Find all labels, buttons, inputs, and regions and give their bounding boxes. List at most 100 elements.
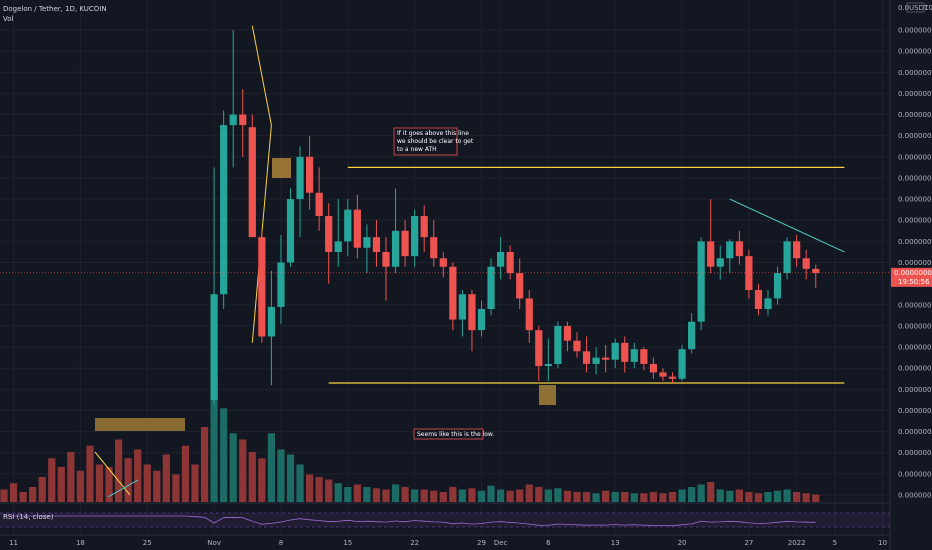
volume-bar <box>315 477 323 502</box>
price-tick-label: 0.00000001000 <box>898 386 932 394</box>
volume-bar <box>688 487 696 502</box>
candle-body <box>220 125 228 295</box>
volume-bar <box>764 492 772 502</box>
price-tick-label: 0.00000000600 <box>898 470 932 478</box>
time-tick-label: 20 <box>678 539 687 547</box>
volume-bar <box>19 492 27 502</box>
candle-body <box>306 156 314 193</box>
price-tick-label: 0.00000000700 <box>898 449 932 457</box>
time-axis-ticks: 11 18 25 Nov 8 15 22 29 Dec 6 13 20 27 2022 5 10 <box>9 539 887 547</box>
volume-bar <box>535 487 543 502</box>
time-tick-label: 13 <box>611 539 620 547</box>
volume-bar <box>602 490 610 502</box>
symbol-title: Dogelon / Tether, 1D, KUCOIN <box>3 5 107 13</box>
price-tick-label: 0.00000002100 <box>898 153 932 161</box>
volume-bar <box>0 489 8 502</box>
price-tick-label: 0.00000002700 <box>898 27 932 35</box>
volume-bar <box>48 458 56 502</box>
time-tick-label: Dec <box>494 539 508 547</box>
rsi-line <box>4 515 816 527</box>
breakout-box[interactable] <box>272 158 291 178</box>
candle-body <box>592 357 600 364</box>
trend-line <box>251 25 272 126</box>
volume-bar <box>382 489 390 502</box>
volume-bar <box>659 493 667 502</box>
volume-bar <box>38 477 46 502</box>
price-tick-label: 0.00000001900 <box>898 196 932 204</box>
volume-bar <box>430 490 438 502</box>
candle-body <box>602 357 610 360</box>
volume-bar <box>563 490 572 502</box>
price-tick-label: 0.00000001200 <box>898 344 932 352</box>
candle-body <box>248 127 256 238</box>
annotation-low-line-1: Seems like this is the low. <box>417 431 494 438</box>
volume-bar <box>726 490 734 502</box>
candle-body <box>477 309 486 331</box>
time-tick-label: 8 <box>279 539 283 547</box>
candle-body <box>449 266 457 320</box>
volume-bar <box>277 449 285 502</box>
candlesticks <box>210 30 820 405</box>
volume-box[interactable] <box>95 418 185 431</box>
candle-body <box>812 268 820 274</box>
candle-body <box>439 258 447 267</box>
volume-bar <box>115 439 123 502</box>
volume-bar <box>258 458 266 502</box>
volume-bar <box>391 484 400 502</box>
volume-bar <box>76 470 84 502</box>
volume-bar <box>134 449 142 502</box>
time-tick-label: 2022 <box>788 539 806 547</box>
price-tick-label: 0.00000002200 <box>898 132 932 140</box>
trend-line <box>729 198 845 253</box>
volume-bar <box>802 493 810 502</box>
candle-body <box>649 363 657 373</box>
volume-bar <box>716 489 724 502</box>
time-tick-label: 22 <box>410 539 419 547</box>
volume-bar <box>411 489 419 502</box>
volume-trend-line-2[interactable] <box>107 479 139 498</box>
price-tick-label: 0.00000002000 <box>898 174 932 182</box>
volume-bar <box>306 474 314 502</box>
annotation-ath-line-2: we should be clear to get <box>397 138 474 145</box>
candle-body <box>773 273 782 299</box>
candle-body <box>582 351 591 364</box>
price-axis-unit-label: 100 <box>924 4 932 12</box>
candle-body <box>688 321 696 350</box>
candle-body <box>697 241 705 322</box>
price-tick-label: 0.00000001300 <box>898 322 932 330</box>
volume-bar <box>544 489 552 502</box>
price-tick-label: 0.00000000800 <box>898 428 932 436</box>
price-tick-label: 0.00000001800 <box>898 217 932 225</box>
volume-bar <box>181 445 190 502</box>
volume-bar <box>420 489 428 502</box>
volume-bar <box>95 464 104 502</box>
volume-bar <box>621 492 629 502</box>
volume-bar <box>783 489 791 502</box>
candle-body <box>277 262 285 307</box>
candle-body <box>802 258 810 269</box>
candle-body <box>468 294 476 331</box>
candle-body <box>430 237 438 259</box>
annotation-ath[interactable]: If it goes above this line we should be … <box>393 127 474 156</box>
time-tick-label: 18 <box>76 539 85 547</box>
volume-bar <box>67 452 75 502</box>
candle-body <box>793 241 801 259</box>
candle-body <box>315 192 323 216</box>
price-tick-label: 0.00000000900 <box>898 407 932 415</box>
candle-body <box>353 209 361 248</box>
candle-body <box>668 376 677 379</box>
candle-body <box>535 330 543 367</box>
volume-bars <box>0 377 820 502</box>
candle-body <box>678 349 686 379</box>
currency-box[interactable] <box>906 2 925 13</box>
candle-body <box>516 273 524 299</box>
price-tick-label: 0.00000000500 <box>898 492 932 500</box>
volume-bar <box>372 488 381 502</box>
annotation-low[interactable]: Seems like this is the low. <box>413 428 494 440</box>
volume-bar <box>86 445 94 502</box>
volume-bar <box>267 433 275 502</box>
low-box[interactable] <box>539 385 556 405</box>
volume-bar <box>592 493 600 502</box>
candle-body <box>573 340 581 352</box>
